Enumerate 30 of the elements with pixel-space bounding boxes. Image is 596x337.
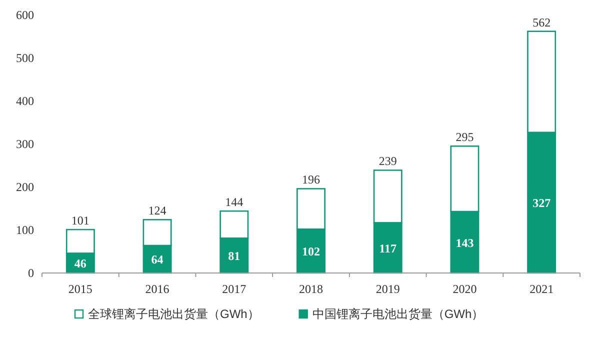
total-label: 295: [456, 130, 474, 144]
legend-label: 全球锂离子电池出货量（GWh）: [88, 307, 260, 321]
x-tick-label: 2021: [530, 282, 554, 296]
total-label: 144: [225, 195, 244, 210]
data-label: 143: [456, 236, 474, 250]
total-label: 124: [148, 204, 166, 218]
total-label: 562: [532, 15, 551, 30]
data-label: 327: [532, 196, 551, 210]
data-label: 117: [379, 241, 397, 256]
x-tick-label: 2017: [222, 282, 246, 296]
x-tick-label: 2016: [145, 282, 170, 296]
y-tick-label: 300: [16, 137, 34, 151]
x-tick-label: 2015: [68, 282, 92, 296]
x-tick-label: 2019: [376, 282, 400, 296]
total-label: 101: [71, 214, 90, 228]
y-tick-label: 0: [28, 266, 34, 280]
y-tick-label: 500: [16, 51, 34, 65]
total-label: 196: [302, 172, 320, 187]
y-tick-label: 400: [16, 94, 34, 108]
legend-label: 中国锂离子电池出货量（GWh）: [312, 307, 484, 321]
data-label: 46: [74, 256, 86, 271]
y-tick-label: 100: [16, 223, 34, 237]
total-label: 239: [378, 154, 397, 168]
data-label: 81: [228, 249, 240, 264]
data-label: 64: [151, 252, 164, 267]
x-tick-label: 2018: [299, 282, 323, 296]
data-label: 102: [302, 244, 320, 259]
x-tick-label: 2020: [452, 282, 477, 296]
y-tick-label: 600: [16, 8, 34, 22]
y-tick-label: 200: [16, 180, 34, 194]
